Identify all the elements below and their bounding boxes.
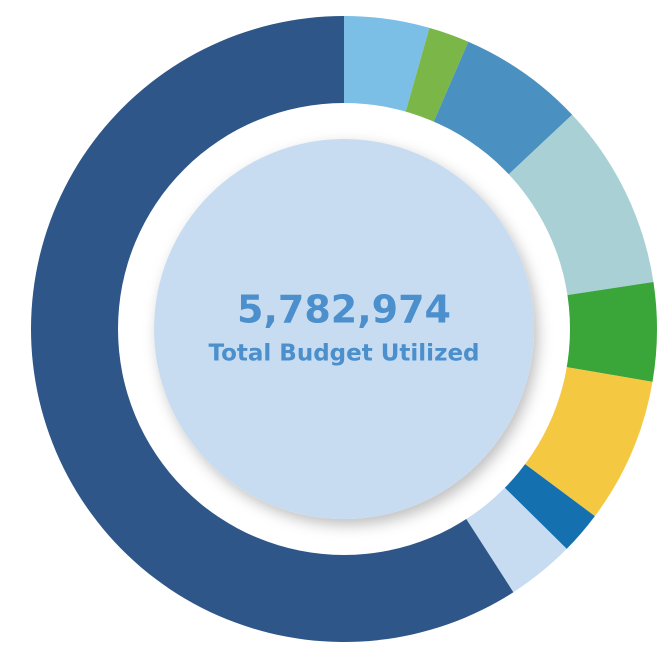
total-label: Total Budget Utilized [208, 341, 479, 367]
total-value: 5,782,974 [237, 288, 451, 332]
center-disc [154, 139, 534, 519]
